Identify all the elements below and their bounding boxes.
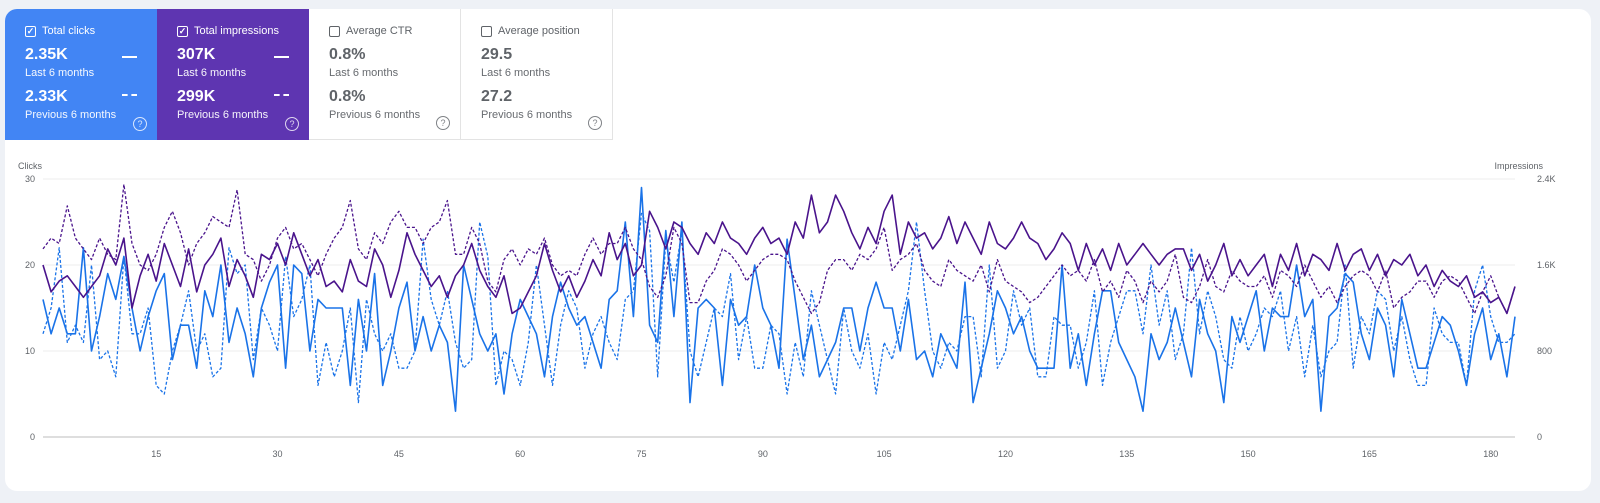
x-axis-tick-label: 15 <box>151 449 161 459</box>
x-axis-tick-label: 60 <box>515 449 525 459</box>
checkbox-unchecked-icon[interactable] <box>329 25 340 37</box>
series-line-clicks-current <box>42 186 1516 413</box>
checkbox-unchecked-icon[interactable] <box>481 25 492 37</box>
metric-previous-value: 0.8% <box>329 88 366 105</box>
solid-line-legend-icon <box>274 56 289 58</box>
metric-current-label: Last 6 months <box>481 67 551 79</box>
metric-title: Total clicks <box>42 25 96 37</box>
solid-line-legend-icon <box>122 56 137 58</box>
help-icon[interactable]: ? <box>588 116 602 130</box>
right-axis-tick-label: 800 <box>1537 346 1552 356</box>
metric-header: ✓ Total clicks <box>25 23 157 39</box>
left-axis-tick-label: 20 <box>25 260 35 270</box>
x-axis-tick-label: 120 <box>998 449 1013 459</box>
metric-current-value: 29.5 <box>481 46 513 63</box>
left-axis-tick-label: 10 <box>25 346 35 356</box>
metric-previous-label: Previous 6 months <box>329 109 421 121</box>
left-axis-title: Clicks <box>18 161 42 171</box>
x-axis-tick-label: 30 <box>273 449 283 459</box>
metric-current-value: 2.35K <box>25 46 68 63</box>
x-axis-tick-label: 180 <box>1483 449 1498 459</box>
metric-tiles: ✓ Total clicks 2.35K Last 6 months 2.33K… <box>5 9 613 140</box>
left-axis-tick-label: 30 <box>25 174 35 184</box>
metric-tile-total-impressions[interactable]: ✓ Total impressions 307K Last 6 months 2… <box>157 9 309 140</box>
metric-current-value: 307K <box>177 46 216 63</box>
metric-title: Total impressions <box>194 25 279 37</box>
left-axis-ticks: 0 10 20 30 <box>25 174 35 442</box>
right-axis-ticks: 0 800 1.6K 2.4K <box>1537 174 1556 442</box>
x-axis-tick-label: 75 <box>636 449 646 459</box>
metric-current-value: 0.8% <box>329 46 366 63</box>
metric-tile-average-position[interactable]: Average position 29.5 Last 6 months 27.2… <box>461 9 613 140</box>
metric-previous-value: 27.2 <box>481 88 513 105</box>
metric-header: ✓ Total impressions <box>177 23 309 39</box>
help-icon[interactable]: ? <box>133 117 147 131</box>
metric-current-label: Last 6 months <box>329 67 399 79</box>
x-axis-tick-label: 105 <box>877 449 892 459</box>
metric-previous-label: Previous 6 months <box>481 109 573 121</box>
metric-previous-label: Previous 6 months <box>177 109 269 121</box>
chart-series <box>42 183 1516 413</box>
x-axis-tick-label: 45 <box>394 449 404 459</box>
dashed-line-legend-icon <box>274 94 289 96</box>
right-axis-tick-label: 0 <box>1537 432 1542 442</box>
metric-current-label: Last 6 months <box>25 67 95 79</box>
series-line-impressions-current <box>42 194 1516 315</box>
metric-title: Average position <box>498 25 580 37</box>
metric-previous-label: Previous 6 months <box>25 109 117 121</box>
x-axis-tick-label: 150 <box>1241 449 1256 459</box>
metric-title: Average CTR <box>346 25 413 37</box>
help-icon[interactable]: ? <box>285 117 299 131</box>
x-axis-tick-label: 90 <box>758 449 768 459</box>
right-axis-tick-label: 2.4K <box>1537 174 1556 184</box>
chart-gridlines <box>43 178 1515 438</box>
metric-previous-value: 2.33K <box>25 88 68 105</box>
left-axis-tick-label: 0 <box>30 432 35 442</box>
dashed-line-legend-icon <box>122 94 137 96</box>
checkbox-checked-icon[interactable]: ✓ <box>177 25 188 37</box>
metric-header: Average position <box>481 23 612 39</box>
performance-card: ✓ Total clicks 2.35K Last 6 months 2.33K… <box>5 9 1591 491</box>
metric-previous-value: 299K <box>177 88 216 105</box>
x-axis-tick-label: 165 <box>1362 449 1377 459</box>
metric-tile-average-ctr[interactable]: Average CTR 0.8% Last 6 months 0.8% Prev… <box>309 9 461 140</box>
metric-tile-total-clicks[interactable]: ✓ Total clicks 2.35K Last 6 months 2.33K… <box>5 9 157 140</box>
series-line-impressions-previous <box>42 183 1516 315</box>
x-axis-ticks: 15 30 45 60 75 90 105 120 135 150 165 180 <box>151 449 1498 459</box>
right-axis-title: Impressions <box>1494 161 1543 171</box>
right-axis-tick-label: 1.6K <box>1537 260 1556 270</box>
help-icon[interactable]: ? <box>436 116 450 130</box>
series-line-clicks-previous <box>42 212 1516 404</box>
metric-current-label: Last 6 months <box>177 67 247 79</box>
metric-header: Average CTR <box>329 23 460 39</box>
checkbox-checked-icon[interactable]: ✓ <box>25 25 36 37</box>
x-axis-tick-label: 135 <box>1119 449 1134 459</box>
